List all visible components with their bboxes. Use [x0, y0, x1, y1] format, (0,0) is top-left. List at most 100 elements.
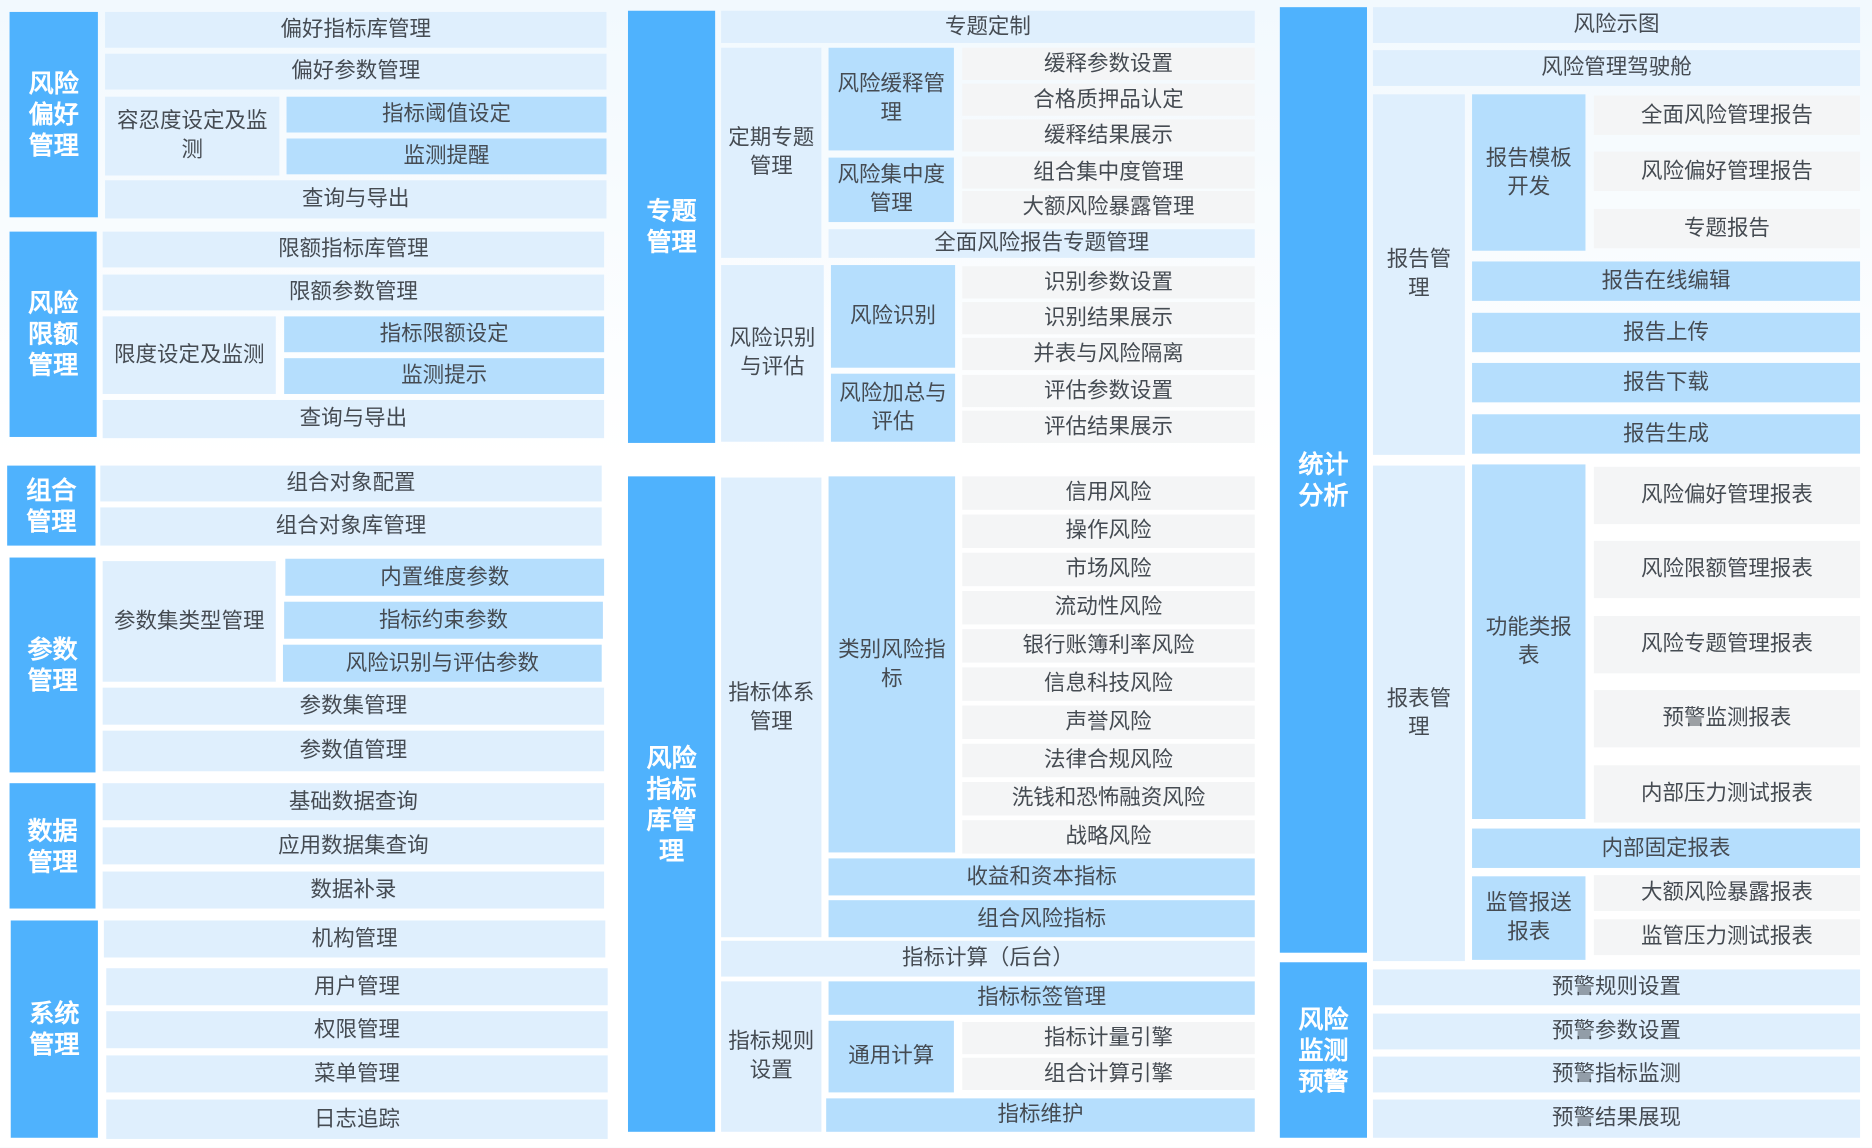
- leaf-large-exposure-table-label: 大额风险暴露报表: [1640, 879, 1813, 905]
- node-identify-assess-label: 风险识别与评估: [729, 325, 816, 380]
- node-portfolio-indicators-label: 组合风险指标: [977, 905, 1107, 931]
- node-concentration: 风险集中度管理: [828, 157, 954, 223]
- leaf-mitigation-params-label: 缓释参数设置: [1044, 50, 1173, 76]
- leaf-assess-result: 评估结果展示: [962, 410, 1255, 443]
- leaf-operational-risk-label: 操作风险: [1065, 518, 1152, 544]
- node-monitor-alert-label: 监测提醒: [403, 143, 490, 169]
- node-indicator-calc-label: 指标计算（后台）: [901, 945, 1074, 971]
- module-indicator-lib-label: 风险指标库管理: [646, 743, 697, 865]
- leaf-topic-table: 风险专题管理报表: [1593, 616, 1861, 674]
- node-topic-custom-label: 专题定制: [944, 13, 1031, 39]
- node-org-mgmt-label: 机构管理: [311, 925, 398, 951]
- node-internal-tables-label: 内部固定报表: [1601, 835, 1731, 861]
- leaf-market-risk-label: 市场风险: [1065, 556, 1152, 582]
- leaf-assess-result-label: 评估结果展示: [1044, 413, 1173, 439]
- node-tolerance-monitor: 容忍度设定及监测: [105, 96, 280, 176]
- node-regulatory-tables-label: 监管报送报表: [1485, 890, 1572, 945]
- node-indicator-rules-label: 指标规则设置: [728, 1029, 815, 1083]
- module-risk-appetite: 风险偏好管理: [9, 11, 98, 218]
- node-appetite-query-export-label: 查询与导出: [302, 186, 410, 212]
- node-functional-tables: 功能类报表: [1472, 464, 1586, 820]
- leaf-large-exposure: 大额风险暴露管理: [962, 191, 1255, 224]
- node-indicator-system: 指标体系管理: [721, 477, 822, 938]
- node-appetite-indicator-lib: 偏好指标库管理: [105, 11, 607, 48]
- leaf-mitigation-params: 缓释参数设置: [962, 47, 1255, 80]
- node-log-trace: 日志追踪: [106, 1099, 608, 1139]
- node-indicator-system-label: 指标体系管理: [728, 679, 815, 734]
- node-basic-data-query: 基础数据查询: [102, 783, 605, 821]
- module-stats-label: 统计分析: [1298, 450, 1349, 510]
- node-basic-data-query-label: 基础数据查询: [288, 788, 418, 814]
- node-table-mgmt: 报表管理: [1372, 465, 1465, 962]
- node-report-upload: 报告上传: [1472, 312, 1861, 353]
- node-report-mgmt: 报告管理: [1372, 94, 1465, 455]
- node-identify-assess: 风险识别与评估: [721, 265, 824, 442]
- leaf-assess-params-label: 评估参数设置: [1044, 377, 1173, 403]
- node-report-mgmt-label: 报告管理: [1386, 247, 1452, 301]
- node-mitigation-label: 风险缓释管理: [837, 71, 945, 126]
- node-portfolio-lib: 组合对象库管理: [100, 507, 602, 546]
- leaf-it-risk: 信息科技风险: [962, 667, 1255, 701]
- node-general-calc-label: 通用计算: [848, 1043, 935, 1069]
- leaf-reputation-risk: 声誉风险: [962, 705, 1255, 740]
- module-system-label: 系统管理: [29, 999, 80, 1059]
- leaf-limit-table: 风险限额管理报表: [1593, 540, 1861, 599]
- leaf-aml-risk: 洗钱和恐怖融资风险: [962, 781, 1255, 816]
- leaf-warning-table-label: 预警监测报表: [1662, 705, 1792, 731]
- node-appetite-indicator-lib-label: 偏好指标库管理: [280, 16, 431, 42]
- leaf-mitigation-result: 缓释结果展示: [962, 119, 1255, 152]
- module-stats: 统计分析: [1279, 7, 1367, 953]
- node-builtin-dimension-label: 内置维度参数: [380, 564, 510, 590]
- leaf-full-risk-report-label: 全面风险管理报告: [1640, 102, 1813, 128]
- node-indicator-tags: 指标标签管理: [828, 981, 1255, 1015]
- node-full-risk-report-topic: 全面风险报告专题管理: [828, 229, 1255, 258]
- leaf-collateral: 合格质押品认定: [962, 83, 1255, 116]
- leaf-liquidity-risk: 流动性风险: [962, 590, 1255, 625]
- node-permission-mgmt-label: 权限管理: [313, 1016, 400, 1042]
- node-warning-monitor: 预警指标监测: [1372, 1056, 1861, 1093]
- node-full-risk-report-topic-label: 全面风险报告专题管理: [934, 230, 1150, 256]
- leaf-stress-table: 内部压力测试报表: [1593, 765, 1861, 823]
- module-topic: 专题管理: [627, 10, 716, 443]
- node-portfolio-lib-label: 组合对象库管理: [275, 513, 427, 539]
- node-report-download-label: 报告下载: [1623, 369, 1710, 395]
- leaf-irrbb: 银行账簿利率风险: [962, 629, 1255, 663]
- leaf-reg-stress-table: 监管压力测试报表: [1593, 919, 1861, 956]
- node-paramset-types: 参数集类型管理: [102, 561, 276, 682]
- node-limit-indicator-lib: 限额指标库管理: [102, 231, 605, 268]
- node-limit-params: 限额参数管理: [102, 274, 605, 311]
- node-app-dataset-query-label: 应用数据集查询: [278, 832, 429, 858]
- node-risk-assess-params-label: 风险识别与评估参数: [345, 650, 540, 676]
- leaf-credit-risk: 信用风险: [962, 476, 1255, 510]
- node-monitor-hint-label: 监测提示: [401, 362, 488, 389]
- leaf-strategic-risk: 战略风险: [962, 820, 1255, 854]
- leaf-measure-engine-label: 指标计量引擎: [1044, 1024, 1173, 1051]
- leaf-identify-params: 识别参数设置: [962, 266, 1255, 299]
- node-user-mgmt: 用户管理: [106, 968, 608, 1006]
- node-internal-tables: 内部固定报表: [1472, 828, 1861, 868]
- node-portfolio-config-label: 组合对象配置: [286, 470, 416, 496]
- node-portfolio-config: 组合对象配置: [100, 465, 602, 502]
- module-parameters: 参数管理: [9, 557, 96, 773]
- node-data-entry: 数据补录: [102, 871, 605, 909]
- leaf-reputation-risk-label: 声誉风险: [1065, 709, 1152, 735]
- leaf-topic-report: 专题报告: [1593, 208, 1861, 249]
- node-general-calc: 通用计算: [828, 1020, 954, 1093]
- leaf-identify-result-label: 识别结果展示: [1044, 305, 1173, 331]
- node-indicator-tags-label: 指标标签管理: [977, 984, 1107, 1011]
- node-report-generate: 报告生成: [1472, 414, 1861, 454]
- node-cockpit-label: 风险管理驾驶舱: [1541, 54, 1692, 80]
- node-warning-rules-label: 预警规则设置: [1552, 974, 1681, 1000]
- node-risk-identify-label: 风险识别: [850, 303, 937, 329]
- node-capital-indicators: 收益和资本指标: [828, 858, 1255, 896]
- node-report-upload-label: 报告上传: [1623, 319, 1710, 345]
- module-risk-limit: 风险限额管理: [9, 231, 97, 437]
- node-report-edit: 报告在线编辑: [1472, 261, 1861, 301]
- node-functional-tables-label: 功能类报表: [1485, 614, 1572, 668]
- node-data-entry-label: 数据补录: [310, 876, 397, 902]
- leaf-irrbb-label: 银行账簿利率风险: [1022, 632, 1195, 658]
- node-limit-query-export-label: 查询与导出: [299, 405, 408, 431]
- leaf-appetite-table: 风险偏好管理报表: [1593, 466, 1861, 525]
- node-appetite-params-label: 偏好参数管理: [291, 58, 421, 84]
